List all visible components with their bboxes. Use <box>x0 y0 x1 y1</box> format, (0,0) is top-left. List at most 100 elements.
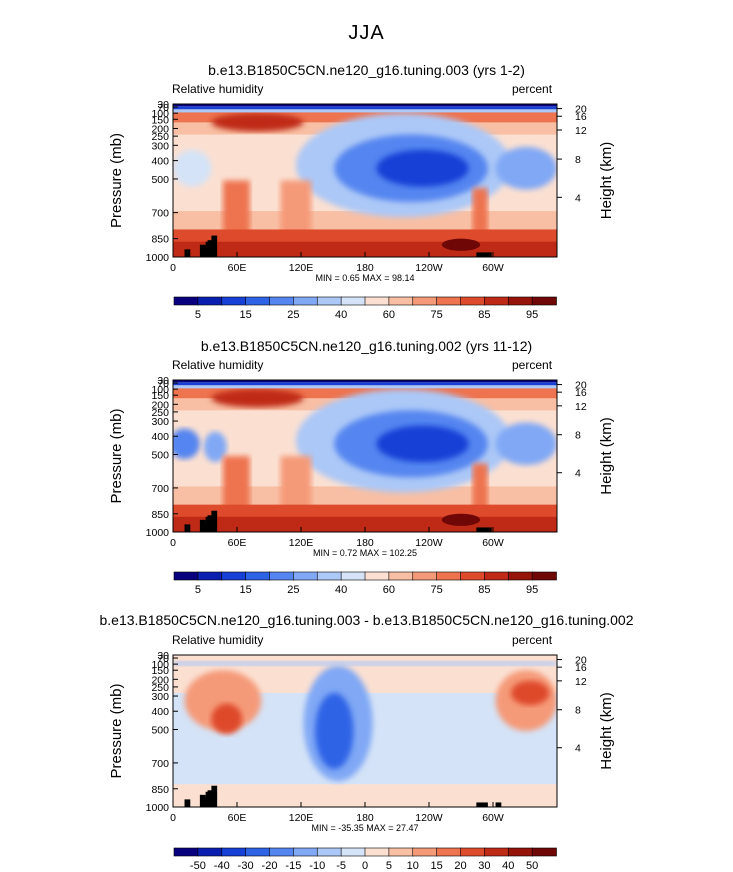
y-axis-label: Pressure (mb) <box>108 683 125 778</box>
x-tick-label: 60W <box>482 537 504 549</box>
colorbar-label: 15 <box>431 860 443 872</box>
y2-tick-label: 4 <box>575 192 581 204</box>
upper-neg-band <box>173 661 557 666</box>
colorbar-label: -5 <box>336 860 346 872</box>
colorbar-box <box>221 847 247 857</box>
x-tick-label: 120W <box>415 812 443 824</box>
strat-band-3 <box>173 109 557 113</box>
colorbar-label: -50 <box>190 860 206 872</box>
colorbar-box <box>316 296 342 306</box>
topography-andes2 <box>495 802 502 807</box>
panel3-left-label: Relative humidity <box>172 633 264 647</box>
panel2-title: b.e13.B1850C5CN.ne120_g16.tuning.002 (yr… <box>200 338 533 354</box>
y-tick-label: 100 <box>151 384 169 396</box>
x-tick-label: 180 <box>356 537 374 549</box>
y-axis-label: Pressure (mb) <box>108 133 125 228</box>
dry-region-east <box>495 422 557 466</box>
x-tick-label: 60E <box>228 262 247 274</box>
colorbar-label: 40 <box>335 309 347 321</box>
y-tick-label: 850 <box>151 784 169 796</box>
x-tick-label: 60E <box>228 812 247 824</box>
x-tick-label: 180 <box>356 262 374 274</box>
colorbar-label: 85 <box>478 309 490 321</box>
y-tick-label: 700 <box>151 758 169 770</box>
topography-block <box>211 785 218 807</box>
y2-tick-label: 8 <box>575 705 581 717</box>
colorbar-box <box>484 296 510 306</box>
colorbar-label: 60 <box>383 309 395 321</box>
jet-moist-core <box>211 113 304 132</box>
colorbar-label: -20 <box>262 860 278 872</box>
colorbar-label: -15 <box>285 860 301 872</box>
strat-band-2 <box>173 382 557 386</box>
y-tick-label: 250 <box>151 131 169 143</box>
boundary-layer-max <box>441 238 481 251</box>
colorbar-box <box>245 847 271 857</box>
y-tick-label: 70 <box>157 653 169 665</box>
colorbar-label: 30 <box>478 860 490 872</box>
y-tick-label: 700 <box>151 483 169 495</box>
colorbar-label: 0 <box>362 860 368 872</box>
y2-tick-label: 8 <box>575 154 581 166</box>
dry-region-west2 <box>203 431 227 463</box>
y-tick-label: 250 <box>151 682 169 694</box>
colorbar-label: 95 <box>526 309 538 321</box>
y-tick-label: 70 <box>157 102 169 114</box>
y-tick-label: 1000 <box>146 527 170 539</box>
colorbar-box <box>388 296 414 306</box>
topography-block <box>199 794 206 807</box>
colorbar-label: -30 <box>238 860 254 872</box>
colorbar-label: 50 <box>526 860 538 872</box>
colorbar-box <box>269 296 295 306</box>
panel1-field <box>173 104 557 257</box>
y-tick-label: 30 <box>157 99 169 111</box>
dry-region-east <box>495 146 557 190</box>
colorbar-box <box>531 571 557 581</box>
colorbar-label: 25 <box>287 309 299 321</box>
x-tick-label: 120E <box>289 262 314 274</box>
topography-andes <box>476 527 492 532</box>
x-tick-label: 60W <box>482 262 504 274</box>
x-tick-label: 0 <box>170 262 176 274</box>
colorbar-box <box>221 571 247 581</box>
pos-region-west <box>184 670 262 731</box>
y-tick-label: 150 <box>151 114 169 126</box>
colorbar-box <box>269 847 295 857</box>
colorbar-box <box>364 296 390 306</box>
colorbar-box <box>484 847 510 857</box>
colorbar-box <box>316 571 342 581</box>
stats-label: MIN = 0.65 MAX = 98.14 <box>315 273 414 283</box>
x-tick-label: 120E <box>289 537 314 549</box>
colorbar-box <box>197 571 223 581</box>
topography-block <box>205 791 212 807</box>
y-tick-label: 70 <box>157 378 169 390</box>
y-axis-label: Pressure (mb) <box>108 408 125 503</box>
topography-block <box>184 249 191 257</box>
dry-region-west <box>173 149 212 187</box>
colorbar-label: -40 <box>214 860 230 872</box>
y-tick-label: 150 <box>151 665 169 677</box>
panel3-title: b.e13.B1850C5CN.ne120_g16.tuning.003 - b… <box>99 612 634 628</box>
stats-label: MIN = 0.72 MAX = 102.25 <box>313 548 417 558</box>
colorbar-box <box>412 847 438 857</box>
panel1-left-label: Relative humidity <box>172 82 264 96</box>
x-tick-label: 60W <box>482 812 504 824</box>
colorbar-box <box>531 847 557 857</box>
colorbar-box <box>436 571 462 581</box>
y-tick-label: 200 <box>151 674 169 686</box>
colorbar-box <box>507 571 533 581</box>
y2-tick-label: 12 <box>575 125 587 137</box>
colorbar-box <box>269 571 295 581</box>
y-tick-label: 850 <box>151 234 169 246</box>
x-tick-label: 0 <box>170 537 176 549</box>
x-tick-label: 60E <box>228 537 247 549</box>
y-tick-label: 850 <box>151 509 169 521</box>
y-tick-label: 400 <box>151 156 169 168</box>
colorbar-label: 40 <box>502 860 514 872</box>
panel2-right-label: percent <box>512 358 553 372</box>
strat-band-1 <box>173 380 557 383</box>
y-tick-label: 300 <box>151 691 169 703</box>
colorbar-box <box>412 571 438 581</box>
y2-tick-label: 12 <box>575 676 587 688</box>
colorbar-box <box>436 847 462 857</box>
